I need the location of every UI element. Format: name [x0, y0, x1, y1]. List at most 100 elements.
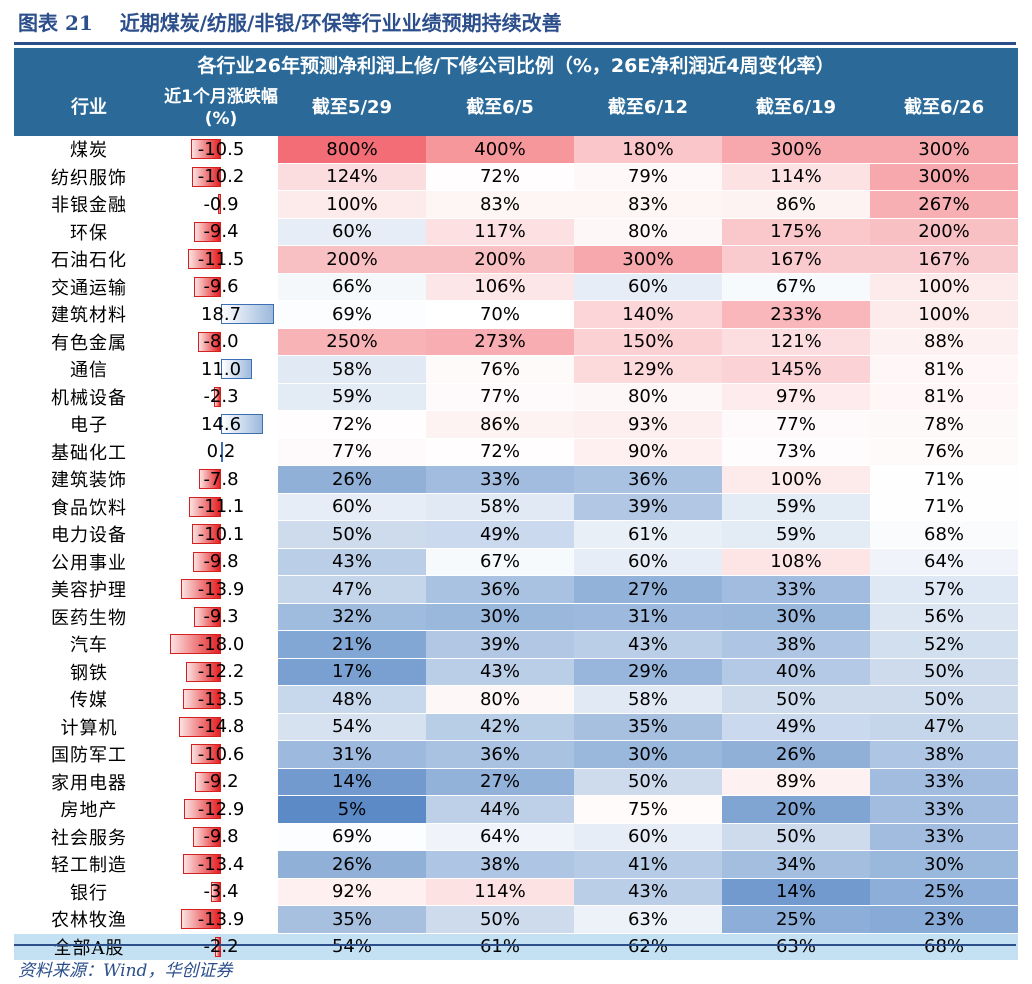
change-cell: 14.6	[164, 410, 278, 439]
industry-name: 医药生物	[14, 603, 164, 631]
ratio-cell: 31%	[278, 740, 426, 769]
ratio-cell: 23%	[870, 905, 1019, 934]
industry-name: 电力设备	[14, 520, 164, 549]
table-row: 农林牧渔 -13.9 35% 50% 63% 25% 23%	[14, 905, 1019, 934]
table-row: 社会服务 -9.8 69% 64% 60% 50% 33%	[14, 823, 1019, 851]
ratio-cell: 76%	[870, 438, 1019, 466]
negative-change-bar	[188, 249, 221, 269]
ratio-cell: 49%	[426, 520, 574, 549]
industry-name: 非银金融	[14, 190, 164, 219]
ratio-cell: 71%	[870, 493, 1019, 521]
change-cell: -9.8	[164, 548, 278, 576]
ratio-cell: 50%	[426, 905, 574, 934]
ratio-cell: 63%	[574, 905, 722, 934]
source-note: 资料来源：Wind，华创证券	[18, 961, 233, 981]
ratio-cell: 54%	[278, 932, 426, 961]
ratio-cell: 68%	[870, 932, 1019, 961]
ratio-cell: 29%	[574, 658, 722, 686]
change-value: -12.9	[197, 798, 245, 820]
ratio-cell: 300%	[574, 245, 722, 274]
negative-change-bar	[218, 194, 221, 214]
change-cell: 11.0	[164, 355, 278, 384]
ratio-cell: 72%	[426, 438, 574, 466]
ratio-cell: 800%	[278, 136, 426, 164]
ratio-cell: 86%	[722, 190, 870, 219]
change-value: -11.1	[197, 496, 245, 518]
change-cell: -0.9	[164, 190, 278, 219]
ratio-cell: 62%	[574, 932, 722, 961]
change-value: 14.6	[200, 413, 242, 435]
ratio-cell: 69%	[278, 300, 426, 329]
ratio-cell: 89%	[722, 768, 870, 796]
ratio-cell: 167%	[722, 245, 870, 274]
ratio-cell: 57%	[870, 575, 1019, 604]
positive-change-bar	[221, 441, 223, 462]
ratio-cell: 27%	[574, 575, 722, 604]
ratio-cell: 77%	[278, 438, 426, 466]
ratio-cell: 100%	[870, 300, 1019, 329]
ratio-cell: 83%	[574, 190, 722, 219]
ratio-cell: 79%	[574, 163, 722, 191]
negative-change-bar	[181, 579, 221, 599]
change-cell: -2.3	[164, 383, 278, 411]
table-row: 建筑装饰 -7.8 26% 33% 36% 100% 71%	[14, 465, 1019, 494]
ratio-cell: 43%	[574, 878, 722, 906]
ratio-cell: 50%	[574, 768, 722, 796]
negative-change-bar	[192, 524, 221, 544]
ratio-cell: 26%	[722, 740, 870, 769]
ratio-cell: 200%	[426, 245, 574, 274]
ratio-cell: 31%	[574, 603, 722, 631]
ratio-cell: 33%	[870, 795, 1019, 824]
ratio-cell: 56%	[870, 603, 1019, 631]
ratio-cell: 63%	[722, 932, 870, 961]
industry-name: 公用事业	[14, 548, 164, 576]
negative-change-bar	[198, 469, 221, 489]
ratio-cell: 64%	[426, 823, 574, 851]
ratio-cell: 88%	[870, 328, 1019, 356]
ratio-cell: 58%	[574, 685, 722, 714]
table-row: 轻工制造 -13.4 26% 38% 41% 34% 30%	[14, 850, 1019, 879]
ratio-cell: 81%	[870, 383, 1019, 411]
table-row: 环保 -9.4 60% 117% 80% 175% 200%	[14, 218, 1019, 246]
ratio-cell: 30%	[426, 603, 574, 631]
ratio-cell: 90%	[574, 438, 722, 466]
column-header: 行业	[14, 80, 164, 136]
change-cell: -9.2	[164, 768, 278, 796]
industry-name: 交通运输	[14, 273, 164, 301]
table-row: 汽车 -18.0 21% 39% 43% 38% 52%	[14, 630, 1019, 659]
negative-change-bar	[194, 606, 221, 627]
negative-change-bar	[191, 166, 221, 187]
negative-change-bar	[194, 221, 221, 242]
ratio-cell: 25%	[722, 905, 870, 934]
change-value: -9.2	[203, 771, 239, 793]
ratio-cell: 250%	[278, 328, 426, 356]
change-value: -8.0	[203, 331, 239, 353]
ratio-cell: 75%	[574, 795, 722, 824]
title-rule	[14, 42, 1016, 45]
ratio-cell: 71%	[870, 465, 1019, 494]
change-cell: -10.2	[164, 163, 278, 191]
industry-name: 家用电器	[14, 768, 164, 796]
ratio-cell: 30%	[574, 740, 722, 769]
industry-name: 通信	[14, 355, 164, 384]
change-value: -13.9	[197, 578, 245, 600]
column-header: 截至6/5	[426, 80, 574, 136]
change-value: -10.2	[197, 166, 245, 188]
table-row: 有色金属 -8.0 250% 273% 150% 121% 88%	[14, 328, 1019, 356]
negative-change-bar	[182, 854, 221, 874]
ratio-cell: 60%	[278, 218, 426, 246]
change-cell: -8.0	[164, 328, 278, 356]
negative-change-bar	[178, 716, 221, 737]
ratio-cell: 39%	[574, 493, 722, 521]
ratio-cell: 26%	[278, 465, 426, 494]
column-header: 截至6/19	[722, 80, 870, 136]
industry-name: 轻工制造	[14, 850, 164, 879]
ratio-cell: 150%	[574, 328, 722, 356]
ratio-cell: 38%	[870, 740, 1019, 769]
change-cell: -12.2	[164, 658, 278, 686]
industry-name: 汽车	[14, 630, 164, 659]
ratio-cell: 114%	[426, 878, 574, 906]
ratio-cell: 50%	[722, 823, 870, 851]
negative-change-bar	[184, 799, 221, 819]
negative-change-bar	[191, 139, 221, 159]
